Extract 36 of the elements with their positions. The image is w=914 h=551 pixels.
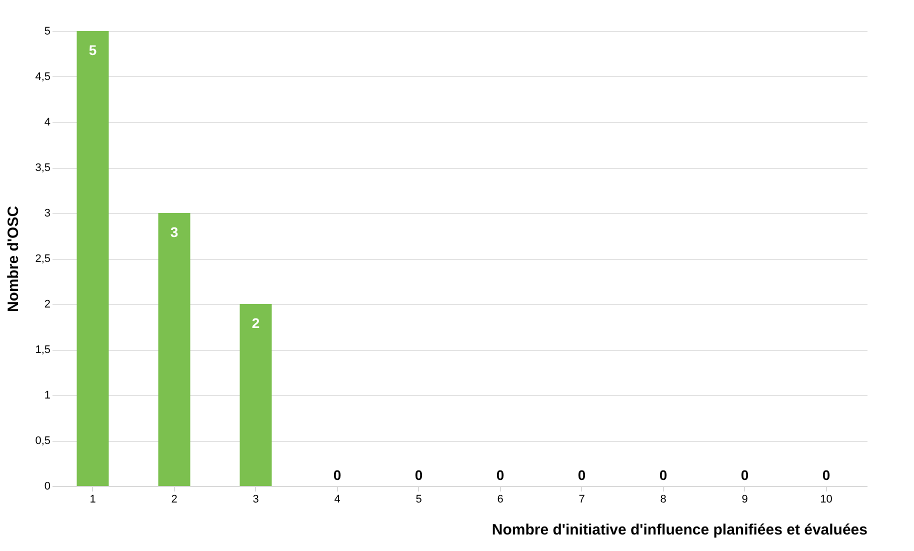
- y-tick-label: 0: [44, 480, 50, 492]
- y-tick-label: 4,5: [35, 71, 50, 83]
- y-tick-label: 3,5: [35, 162, 50, 174]
- data-label: 3: [170, 224, 178, 240]
- x-tick-label: 10: [820, 494, 832, 506]
- bar: [158, 213, 190, 486]
- data-label: 0: [740, 467, 749, 483]
- data-label: 2: [252, 315, 260, 331]
- x-tick-label: 7: [578, 494, 585, 506]
- x-axis-title: Nombre d'initiative d'influence planifiées et évaluées: [492, 522, 868, 538]
- y-tick-label: 2: [44, 298, 50, 310]
- x-tick-label: 4: [334, 494, 340, 506]
- x-tick-label: 5: [416, 494, 422, 506]
- data-label: 0: [496, 467, 504, 483]
- y-tick-label: 5: [44, 26, 50, 38]
- bar: [76, 31, 109, 486]
- data-label: 0: [822, 467, 830, 483]
- bar: [240, 304, 272, 486]
- data-label: 0: [659, 467, 668, 483]
- y-tick-label: 2,5: [35, 253, 50, 265]
- x-tick-label: 2: [171, 494, 178, 506]
- y-tick-label: 0,5: [35, 435, 50, 447]
- y-tick-label: 1: [44, 390, 50, 402]
- data-label: 0: [333, 467, 342, 483]
- x-tick-label: 1: [90, 494, 96, 506]
- x-tick-label: 3: [252, 494, 259, 506]
- x-tick-label: 6: [497, 494, 504, 506]
- data-label: 0: [414, 467, 423, 483]
- data-label: 5: [88, 42, 97, 58]
- y-tick-label: 1,5: [35, 344, 50, 356]
- data-label: 0: [578, 467, 586, 483]
- x-tick-label: 8: [660, 494, 666, 506]
- y-axis-title: Nombre d'OSC: [5, 206, 22, 312]
- y-tick-label: 3: [44, 208, 50, 220]
- y-tick-label: 4: [44, 116, 50, 128]
- x-tick-label: 9: [742, 494, 748, 506]
